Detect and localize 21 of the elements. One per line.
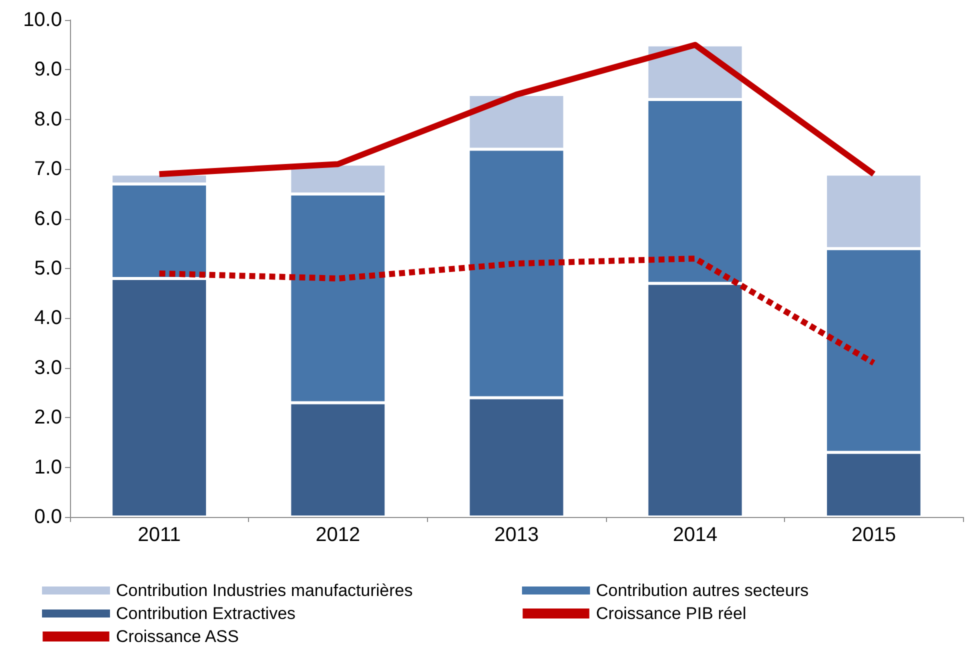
y-tick-label: 2.0: [34, 406, 62, 429]
y-tick-label: 8.0: [34, 108, 62, 130]
legend-label: Contribution Industries manufacturières: [116, 581, 413, 600]
y-tick-label: 3.0: [34, 356, 62, 379]
y-tick-label: 9.0: [34, 58, 62, 81]
x-tick-label: 2011: [138, 524, 181, 546]
legend-label: Croissance ASS: [116, 627, 239, 646]
y-tick-label: 5.0: [34, 258, 62, 280]
y-tick-label: 0.0: [34, 506, 62, 528]
y-tick-label: 6.0: [34, 208, 62, 230]
x-tick-label: 2012: [316, 524, 360, 546]
y-tick-label: 10.0: [23, 9, 62, 31]
x-tick-label: 2014: [672, 524, 718, 546]
x-tick-label: 2013: [494, 524, 539, 546]
legend-label: Contribution autres secteurs: [596, 581, 809, 600]
legend-label: Croissance PIB réel: [596, 604, 746, 623]
x-tick-label: 2015: [851, 524, 896, 546]
y-tick-label: 1.0: [34, 456, 62, 478]
legend-label: Contribution Extractives: [116, 604, 296, 623]
y-tick-label: 4.0: [34, 307, 62, 330]
y-tick-label: 7.0: [34, 158, 62, 180]
